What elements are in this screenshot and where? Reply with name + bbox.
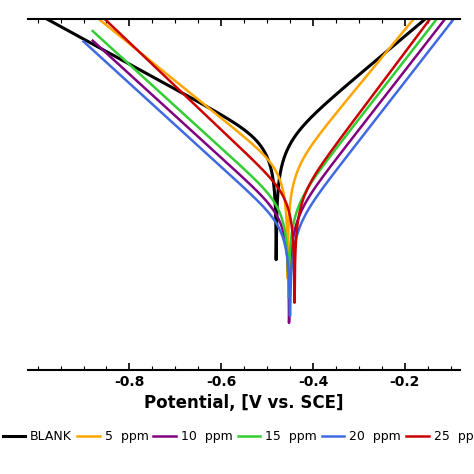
5  ppm — [259, 150, 264, 155]
Line: 20  ppm: 20 ppm — [83, 11, 460, 316]
15  ppm — [223, 149, 228, 155]
20  ppm — [457, 9, 463, 14]
BLANK — [445, 0, 450, 3]
25  ppm — [90, 5, 96, 10]
20  ppm — [217, 163, 223, 169]
Legend: BLANK, 5  ppm, 10  ppm, 15  ppm, 20  ppm, 25  ppm: BLANK, 5 ppm, 10 ppm, 15 ppm, 20 ppm, 25… — [0, 425, 474, 448]
15  ppm — [277, 210, 283, 216]
BLANK — [445, 0, 450, 3]
BLANK — [235, 123, 241, 128]
Line: 5  ppm: 5 ppm — [74, 0, 460, 279]
25  ppm — [109, 23, 114, 28]
Line: 25  ppm: 25 ppm — [93, 0, 460, 303]
5  ppm — [285, 276, 291, 282]
20  ppm — [300, 219, 305, 224]
10  ppm — [259, 193, 264, 199]
15  ppm — [144, 77, 149, 82]
25  ppm — [292, 300, 297, 306]
5  ppm — [375, 59, 381, 65]
Line: BLANK: BLANK — [28, 0, 460, 260]
20  ppm — [361, 132, 366, 138]
15  ppm — [286, 294, 292, 300]
25  ppm — [259, 166, 264, 172]
20  ppm — [126, 80, 131, 85]
15  ppm — [363, 107, 369, 113]
BLANK — [224, 115, 229, 121]
15  ppm — [134, 68, 140, 74]
10  ppm — [109, 55, 114, 61]
10  ppm — [447, 11, 452, 17]
10  ppm — [379, 97, 385, 103]
Line: 15  ppm: 15 ppm — [93, 0, 460, 297]
25  ppm — [268, 176, 274, 182]
X-axis label: Potential, [V vs. SCE]: Potential, [V vs. SCE] — [145, 394, 344, 412]
BLANK — [47, 18, 53, 24]
20  ppm — [136, 89, 141, 94]
5  ppm — [72, 0, 77, 2]
15  ppm — [90, 28, 96, 34]
15  ppm — [303, 188, 309, 194]
20  ppm — [273, 219, 278, 225]
10  ppm — [268, 204, 274, 210]
10  ppm — [286, 320, 292, 326]
Line: 10  ppm: 10 ppm — [93, 0, 460, 323]
10  ppm — [90, 38, 96, 44]
10  ppm — [447, 10, 452, 16]
20  ppm — [81, 38, 86, 44]
BLANK — [365, 64, 371, 70]
BLANK — [273, 257, 279, 263]
5  ppm — [249, 140, 255, 146]
5  ppm — [91, 12, 97, 18]
10  ppm — [457, 0, 463, 3]
20  ppm — [287, 313, 293, 319]
25  ppm — [379, 80, 385, 86]
BLANK — [26, 6, 31, 12]
